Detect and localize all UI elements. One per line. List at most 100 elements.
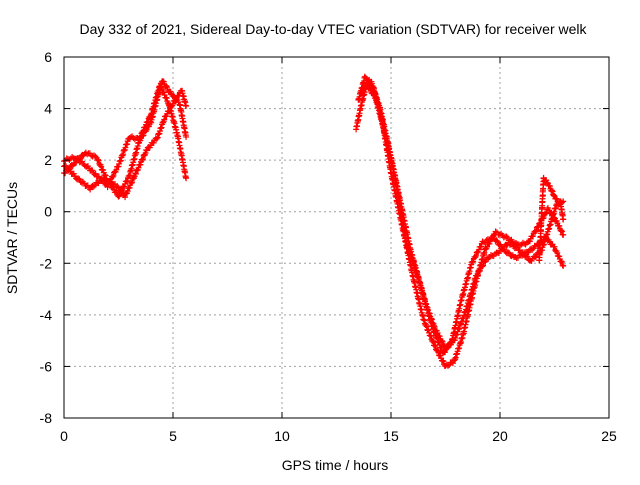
data-point [556, 223, 563, 230]
data-point [432, 343, 439, 350]
data-point [486, 237, 493, 244]
data-point [559, 262, 566, 269]
data-point [532, 253, 539, 260]
data-point [548, 187, 555, 194]
data-point [512, 254, 519, 261]
data-point [87, 186, 94, 193]
data-point [98, 163, 105, 170]
data-point [161, 116, 168, 123]
data-point [504, 249, 511, 256]
data-point [439, 338, 446, 345]
data-point [110, 172, 117, 179]
data-point [163, 82, 170, 89]
data-point [420, 316, 427, 323]
data-point [183, 102, 190, 109]
y-tick-label: 4 [44, 101, 52, 117]
data-point [558, 227, 565, 234]
data-point [139, 155, 146, 162]
data-point [558, 228, 565, 235]
data-point [115, 193, 122, 200]
data-point [479, 238, 486, 245]
data-point [558, 258, 565, 265]
data-point [483, 254, 490, 261]
data-point [153, 135, 160, 142]
x-tick-label: 20 [492, 428, 508, 444]
data-point [553, 195, 560, 202]
data-point [113, 166, 120, 173]
data-point [167, 88, 174, 95]
data-point [139, 157, 146, 164]
data-point [366, 85, 373, 92]
data-point [101, 175, 108, 182]
x-tick-label: 25 [601, 428, 617, 444]
data-point [494, 238, 501, 245]
data-point [105, 178, 112, 185]
data-point [143, 126, 150, 133]
x-tick-label: 0 [60, 428, 68, 444]
data-point [166, 107, 173, 114]
data-point [525, 249, 532, 256]
data-point [76, 176, 83, 183]
data-point [137, 161, 144, 168]
y-tick-label: -6 [40, 358, 53, 374]
data-point [122, 194, 129, 201]
data-point [532, 228, 539, 235]
data-point [367, 86, 374, 93]
data-point [423, 323, 430, 330]
x-tick-label: 5 [169, 428, 177, 444]
data-point [546, 238, 553, 245]
data-point [135, 164, 142, 171]
data-point [364, 81, 371, 88]
data-point [500, 245, 507, 252]
y-axis-label: SDTVAR / TECUs [4, 182, 20, 294]
data-point [140, 132, 147, 139]
data-point [427, 332, 434, 339]
series-arc-3 [61, 87, 190, 201]
data-point [492, 228, 499, 235]
data-point [431, 323, 438, 330]
data-point [521, 240, 528, 247]
data-point [129, 179, 136, 186]
data-point [438, 337, 445, 344]
data-point [95, 157, 102, 164]
series-arc-1 [61, 83, 190, 200]
y-tick-label: 2 [44, 152, 52, 168]
data-point [560, 198, 567, 205]
data-point [143, 147, 150, 154]
data-point [421, 317, 428, 324]
y-tick-label: -2 [40, 255, 53, 271]
data-point [479, 263, 486, 270]
series-arc-6 [357, 81, 567, 352]
data-point [524, 253, 531, 260]
data-point [431, 342, 438, 349]
data-point [478, 243, 485, 250]
plot-frame [63, 56, 610, 419]
y-tick-label: 0 [44, 204, 52, 220]
data-point [476, 267, 483, 274]
data-point [124, 188, 131, 195]
data-point [170, 100, 176, 107]
data-point [473, 252, 480, 259]
data-point [150, 139, 157, 146]
data-point [62, 162, 69, 169]
data-point [75, 175, 82, 182]
data-point [470, 258, 477, 265]
data-point [435, 349, 442, 356]
data-points [61, 73, 567, 369]
x-axis-label: GPS time / hours [282, 457, 389, 473]
data-point [506, 250, 513, 257]
data-point [496, 231, 503, 238]
data-point [503, 233, 510, 240]
data-point [116, 192, 123, 199]
data-point [126, 184, 133, 191]
data-point [556, 200, 563, 207]
x-tick-label: 15 [383, 428, 399, 444]
data-point [160, 78, 167, 85]
data-point [503, 242, 510, 249]
data-point [551, 243, 558, 250]
data-point [183, 133, 190, 140]
y-tick-label: 6 [44, 49, 52, 65]
data-point [361, 73, 368, 80]
